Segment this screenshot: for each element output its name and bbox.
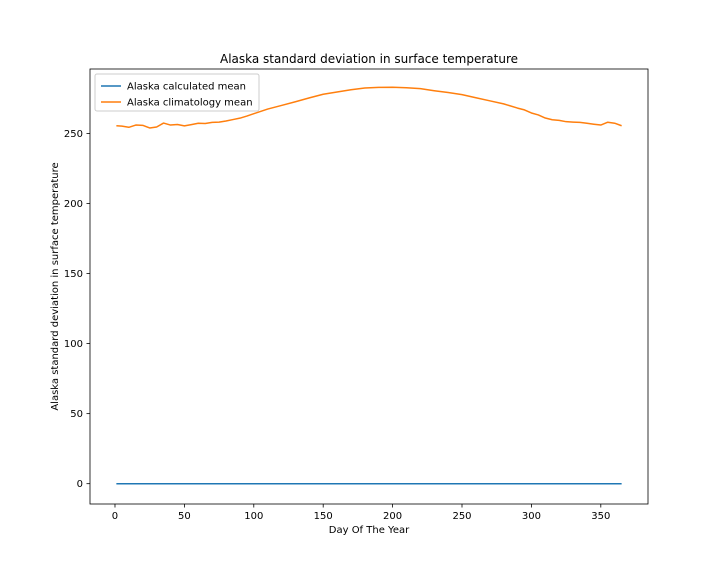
x-tick-label: 300 — [522, 511, 541, 522]
x-tick-label: 250 — [452, 511, 471, 522]
x-axis-title: Day Of The Year — [329, 525, 410, 536]
y-tick-label: 200 — [64, 199, 83, 210]
series-layer — [116, 86, 622, 485]
x-tick-label: 50 — [178, 511, 191, 522]
legend: Alaska calculated mean Alaska climatology… — [94, 73, 260, 112]
y-tick-label: 50 — [70, 409, 83, 420]
legend-box — [94, 73, 260, 112]
y-tick-label: 0 — [77, 479, 83, 490]
series-line-2 — [116, 86, 622, 129]
x-axis: 0 50 100 150 200 250 300 350 — [112, 504, 610, 522]
y-tick-label: 250 — [64, 129, 83, 140]
y-axis-title: Alaska standard deviation in surface tem… — [50, 162, 61, 410]
chart-title: Alaska standard deviation in surface tem… — [220, 52, 518, 66]
x-tick-label: 350 — [591, 511, 610, 522]
y-tick-label: 100 — [64, 339, 83, 350]
x-tick-label: 200 — [383, 511, 402, 522]
y-tick-label: 150 — [64, 269, 83, 280]
x-tick-label: 0 — [112, 511, 118, 522]
y-axis: 0 50 100 150 200 250 — [64, 129, 90, 490]
legend-label: Alaska calculated mean — [127, 82, 246, 93]
axes-frame — [89, 68, 649, 505]
x-tick-label: 100 — [244, 511, 263, 522]
legend-label: Alaska climatology mean — [127, 98, 253, 109]
x-tick-label: 150 — [314, 511, 333, 522]
